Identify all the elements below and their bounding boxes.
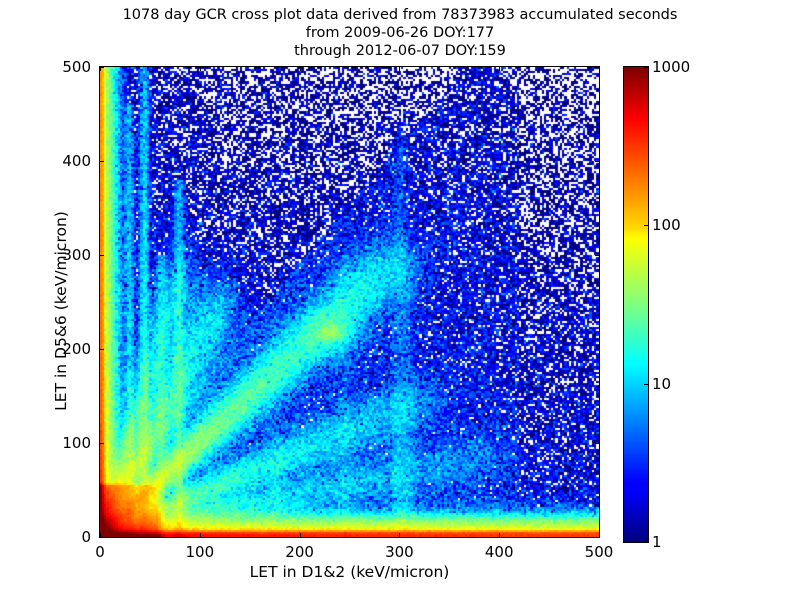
x-tick-mark bbox=[299, 67, 301, 71]
colorbar-tick-mark bbox=[644, 383, 648, 385]
plot-title-line-2: from 2009-06-26 DOY:177 bbox=[305, 25, 495, 41]
x-tick-mark bbox=[199, 533, 201, 537]
colorbar bbox=[623, 66, 649, 543]
x-tick-mark bbox=[499, 533, 501, 537]
y-tick-mark bbox=[595, 161, 599, 162]
x-tick-mark bbox=[299, 533, 301, 537]
y-tick-mark bbox=[100, 67, 104, 68]
x-tick-mark bbox=[100, 67, 101, 71]
x-tick-label: 100 bbox=[185, 543, 215, 561]
colorbar-tick-mark bbox=[644, 225, 648, 227]
colorbar-tick-label: 1 bbox=[652, 533, 662, 551]
x-tick-mark bbox=[599, 533, 600, 537]
x-tick-mark bbox=[100, 533, 101, 537]
colorbar-tick-label: 1000 bbox=[652, 58, 691, 76]
x-tick-mark bbox=[499, 67, 501, 71]
y-tick-mark bbox=[595, 349, 599, 350]
plot-area bbox=[99, 66, 600, 538]
y-tick-mark bbox=[595, 537, 599, 538]
y-axis-label: LET in D5&6 (keV/micron) bbox=[52, 211, 70, 411]
x-tick-label: 400 bbox=[484, 543, 514, 561]
x-tick-mark bbox=[599, 67, 600, 71]
x-tick-label: 300 bbox=[385, 543, 414, 561]
y-tick-mark bbox=[100, 255, 104, 256]
plot-title: 1078 day GCR cross plot data derived fro… bbox=[0, 6, 800, 60]
colorbar-tick-mark bbox=[644, 67, 648, 68]
y-tick-mark bbox=[595, 67, 599, 68]
x-tick-label: 200 bbox=[285, 543, 314, 561]
y-tick-label: 500 bbox=[62, 58, 91, 76]
y-tick-label: 300 bbox=[62, 246, 91, 264]
y-tick-mark bbox=[100, 537, 104, 538]
y-tick-label: 200 bbox=[62, 340, 91, 358]
x-tick-mark bbox=[199, 67, 201, 71]
x-tick-mark bbox=[399, 533, 401, 537]
y-tick-mark bbox=[595, 255, 599, 256]
y-tick-label: 100 bbox=[62, 434, 91, 452]
colorbar-tick-label: 10 bbox=[652, 374, 672, 393]
x-tick-label: 500 bbox=[584, 543, 614, 561]
y-tick-mark bbox=[100, 443, 104, 444]
colorbar-tick-mark bbox=[644, 542, 648, 543]
colorbar-tick-label: 100 bbox=[652, 216, 681, 235]
y-tick-mark bbox=[595, 443, 599, 444]
x-tick-mark bbox=[399, 67, 401, 71]
y-tick-mark bbox=[100, 349, 104, 350]
y-tick-mark bbox=[100, 161, 104, 162]
x-axis-label: LET in D1&2 (keV/micron) bbox=[249, 563, 450, 581]
x-tick-label: 0 bbox=[95, 543, 105, 561]
y-tick-label: 0 bbox=[81, 528, 91, 546]
y-tick-label: 400 bbox=[62, 152, 91, 170]
scatter-density-canvas bbox=[100, 67, 599, 537]
plot-title-line-1: 1078 day GCR cross plot data derived fro… bbox=[122, 7, 678, 23]
colorbar-gradient bbox=[624, 67, 648, 542]
plot-title-line-3: through 2012-06-07 DOY:159 bbox=[294, 43, 506, 59]
